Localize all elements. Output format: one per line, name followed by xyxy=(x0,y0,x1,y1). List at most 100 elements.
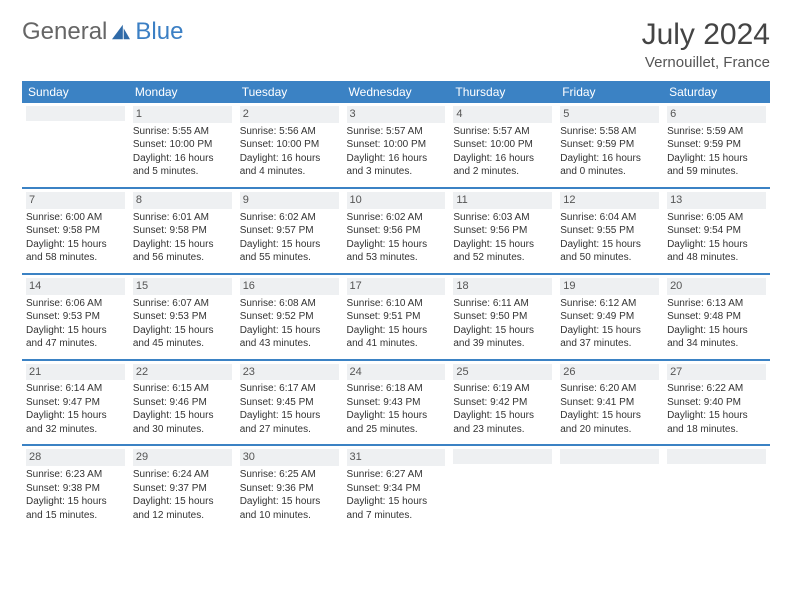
sunset-text: Sunset: 9:57 PM xyxy=(240,224,339,238)
daylight-text: and 2 minutes. xyxy=(453,165,552,179)
calendar-day-cell: 19Sunrise: 6:12 AMSunset: 9:49 PMDayligh… xyxy=(556,274,663,360)
day-number: 5 xyxy=(560,106,659,123)
calendar-day-cell: 4Sunrise: 5:57 AMSunset: 10:00 PMDayligh… xyxy=(449,103,556,188)
sunset-text: Sunset: 9:45 PM xyxy=(240,396,339,410)
sunset-text: Sunset: 9:49 PM xyxy=(560,310,659,324)
daylight-text: and 0 minutes. xyxy=(560,165,659,179)
daylight-text: Daylight: 15 hours xyxy=(240,324,339,338)
daylight-text: and 55 minutes. xyxy=(240,251,339,265)
sunrise-text: Sunrise: 6:18 AM xyxy=(347,382,446,396)
daylight-text: Daylight: 15 hours xyxy=(347,324,446,338)
daylight-text: Daylight: 15 hours xyxy=(133,409,232,423)
calendar-day-cell: 24Sunrise: 6:18 AMSunset: 9:43 PMDayligh… xyxy=(343,360,450,446)
sunrise-text: Sunrise: 6:06 AM xyxy=(26,297,125,311)
calendar-day-cell: 31Sunrise: 6:27 AMSunset: 9:34 PMDayligh… xyxy=(343,445,450,530)
daylight-text: Daylight: 15 hours xyxy=(453,324,552,338)
sunrise-text: Sunrise: 6:02 AM xyxy=(347,211,446,225)
calendar-table: Sunday Monday Tuesday Wednesday Thursday… xyxy=(22,81,770,530)
day-number: 26 xyxy=(560,364,659,381)
day-number: 17 xyxy=(347,278,446,295)
calendar-day-cell: 23Sunrise: 6:17 AMSunset: 9:45 PMDayligh… xyxy=(236,360,343,446)
sunrise-text: Sunrise: 6:14 AM xyxy=(26,382,125,396)
day-number: 9 xyxy=(240,192,339,209)
sunset-text: Sunset: 9:48 PM xyxy=(667,310,766,324)
sunrise-text: Sunrise: 6:02 AM xyxy=(240,211,339,225)
sunset-text: Sunset: 9:50 PM xyxy=(453,310,552,324)
calendar-day-cell xyxy=(663,445,770,530)
calendar-day-cell: 29Sunrise: 6:24 AMSunset: 9:37 PMDayligh… xyxy=(129,445,236,530)
day-number-empty xyxy=(26,106,125,121)
sunset-text: Sunset: 9:53 PM xyxy=(133,310,232,324)
day-number: 31 xyxy=(347,449,446,466)
weekday-header: Saturday xyxy=(663,81,770,103)
day-number: 1 xyxy=(133,106,232,123)
sunrise-text: Sunrise: 6:19 AM xyxy=(453,382,552,396)
day-number: 23 xyxy=(240,364,339,381)
calendar-day-cell: 2Sunrise: 5:56 AMSunset: 10:00 PMDayligh… xyxy=(236,103,343,188)
calendar-day-cell: 5Sunrise: 5:58 AMSunset: 9:59 PMDaylight… xyxy=(556,103,663,188)
daylight-text: Daylight: 16 hours xyxy=(453,152,552,166)
logo-sail-icon xyxy=(110,23,132,41)
daylight-text: Daylight: 15 hours xyxy=(240,495,339,509)
calendar-day-cell: 16Sunrise: 6:08 AMSunset: 9:52 PMDayligh… xyxy=(236,274,343,360)
calendar-day-cell: 15Sunrise: 6:07 AMSunset: 9:53 PMDayligh… xyxy=(129,274,236,360)
daylight-text: Daylight: 16 hours xyxy=(560,152,659,166)
day-number: 12 xyxy=(560,192,659,209)
daylight-text: Daylight: 15 hours xyxy=(347,238,446,252)
calendar-day-cell: 1Sunrise: 5:55 AMSunset: 10:00 PMDayligh… xyxy=(129,103,236,188)
sunset-text: Sunset: 9:58 PM xyxy=(26,224,125,238)
daylight-text: Daylight: 15 hours xyxy=(347,409,446,423)
sunset-text: Sunset: 9:55 PM xyxy=(560,224,659,238)
calendar-day-cell xyxy=(556,445,663,530)
day-number: 22 xyxy=(133,364,232,381)
daylight-text: and 56 minutes. xyxy=(133,251,232,265)
day-number: 21 xyxy=(26,364,125,381)
daylight-text: Daylight: 15 hours xyxy=(133,324,232,338)
daylight-text: and 58 minutes. xyxy=(26,251,125,265)
daylight-text: and 41 minutes. xyxy=(347,337,446,351)
daylight-text: Daylight: 15 hours xyxy=(667,409,766,423)
day-number: 10 xyxy=(347,192,446,209)
daylight-text: and 30 minutes. xyxy=(133,423,232,437)
sunset-text: Sunset: 10:00 PM xyxy=(133,138,232,152)
day-number: 13 xyxy=(667,192,766,209)
daylight-text: Daylight: 15 hours xyxy=(667,324,766,338)
location: Vernouillet, France xyxy=(642,54,770,71)
sunset-text: Sunset: 10:00 PM xyxy=(347,138,446,152)
sunset-text: Sunset: 10:00 PM xyxy=(453,138,552,152)
sunrise-text: Sunrise: 6:17 AM xyxy=(240,382,339,396)
daylight-text: and 48 minutes. xyxy=(667,251,766,265)
daylight-text: and 18 minutes. xyxy=(667,423,766,437)
calendar-day-cell: 26Sunrise: 6:20 AMSunset: 9:41 PMDayligh… xyxy=(556,360,663,446)
daylight-text: and 47 minutes. xyxy=(26,337,125,351)
daylight-text: and 43 minutes. xyxy=(240,337,339,351)
weekday-header: Friday xyxy=(556,81,663,103)
sunrise-text: Sunrise: 5:55 AM xyxy=(133,125,232,139)
logo-text-general: General xyxy=(22,18,107,46)
daylight-text: Daylight: 15 hours xyxy=(240,238,339,252)
calendar-day-cell: 7Sunrise: 6:00 AMSunset: 9:58 PMDaylight… xyxy=(22,188,129,274)
daylight-text: and 25 minutes. xyxy=(347,423,446,437)
daylight-text: and 3 minutes. xyxy=(347,165,446,179)
daylight-text: Daylight: 16 hours xyxy=(347,152,446,166)
sunrise-text: Sunrise: 6:08 AM xyxy=(240,297,339,311)
calendar-day-cell: 22Sunrise: 6:15 AMSunset: 9:46 PMDayligh… xyxy=(129,360,236,446)
sunrise-text: Sunrise: 5:59 AM xyxy=(667,125,766,139)
calendar-day-cell: 28Sunrise: 6:23 AMSunset: 9:38 PMDayligh… xyxy=(22,445,129,530)
calendar-day-cell xyxy=(22,103,129,188)
day-number: 15 xyxy=(133,278,232,295)
daylight-text: and 27 minutes. xyxy=(240,423,339,437)
daylight-text: and 23 minutes. xyxy=(453,423,552,437)
sunrise-text: Sunrise: 6:20 AM xyxy=(560,382,659,396)
sunrise-text: Sunrise: 6:01 AM xyxy=(133,211,232,225)
calendar-day-cell: 12Sunrise: 6:04 AMSunset: 9:55 PMDayligh… xyxy=(556,188,663,274)
daylight-text: Daylight: 15 hours xyxy=(133,495,232,509)
daylight-text: Daylight: 15 hours xyxy=(667,238,766,252)
day-number: 4 xyxy=(453,106,552,123)
sunset-text: Sunset: 9:43 PM xyxy=(347,396,446,410)
day-number-empty xyxy=(453,449,552,464)
daylight-text: and 52 minutes. xyxy=(453,251,552,265)
daylight-text: Daylight: 15 hours xyxy=(133,238,232,252)
weekday-header: Tuesday xyxy=(236,81,343,103)
day-number-empty xyxy=(667,449,766,464)
